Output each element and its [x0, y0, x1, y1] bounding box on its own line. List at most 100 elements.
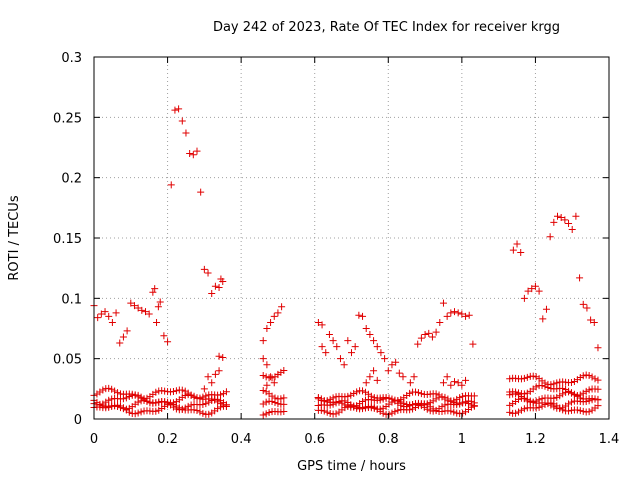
data-point: [268, 374, 276, 382]
data-point: [153, 318, 161, 326]
y-tick-label: 0.1: [61, 292, 82, 307]
data-point: [277, 395, 285, 403]
data-point: [520, 390, 528, 398]
data-point: [280, 366, 288, 374]
data-point: [151, 285, 159, 293]
data-point: [215, 367, 223, 375]
data-point: [513, 240, 521, 248]
data-point: [410, 373, 418, 381]
data-point: [175, 105, 183, 113]
data-point: [189, 151, 197, 159]
data-point: [506, 401, 514, 409]
x-tick-label: 0.6: [304, 432, 325, 447]
data-point: [579, 407, 587, 415]
data-point: [576, 374, 584, 382]
data-point: [130, 302, 138, 310]
data-point: [462, 312, 470, 320]
data-point: [134, 409, 142, 417]
data-point: [152, 399, 160, 407]
data-point: [462, 399, 470, 407]
data-point: [190, 393, 198, 401]
data-point: [320, 407, 328, 415]
data-point: [381, 355, 389, 363]
data-point: [366, 331, 374, 339]
data-point: [370, 404, 378, 412]
data-point: [379, 404, 387, 412]
data-point: [200, 385, 208, 393]
data-point: [131, 410, 139, 418]
data-point: [202, 392, 210, 400]
data-point: [529, 398, 537, 406]
data-point: [217, 391, 225, 399]
data-point: [447, 381, 455, 389]
data-point: [96, 401, 104, 409]
data-point: [576, 407, 584, 415]
data-point: [362, 325, 370, 332]
data-point: [391, 408, 399, 416]
data-point: [267, 318, 275, 326]
data-point: [140, 395, 148, 403]
data-point: [263, 361, 271, 369]
x-tick-label: 0.4: [231, 432, 252, 447]
data-point: [219, 353, 227, 361]
data-point: [406, 379, 414, 387]
data-point: [568, 226, 576, 234]
data-point: [506, 375, 514, 383]
data-point: [353, 388, 361, 396]
data-point: [142, 308, 149, 316]
data-point: [184, 402, 192, 410]
data-point: [573, 406, 581, 414]
data-point: [453, 409, 461, 417]
data-point: [160, 332, 168, 340]
data-point: [271, 394, 279, 402]
data-point: [329, 337, 337, 345]
data-point: [423, 400, 431, 408]
data-point: [131, 391, 139, 399]
data-point: [211, 370, 219, 378]
data-point: [119, 333, 127, 341]
data-point: [340, 361, 348, 369]
data-point: [470, 402, 478, 410]
data-point: [406, 402, 414, 410]
data-point: [105, 312, 113, 320]
data-point: [323, 408, 331, 416]
data-point: [326, 395, 334, 403]
data-point: [359, 312, 367, 320]
data-point: [145, 310, 153, 318]
data-point: [355, 311, 363, 319]
data-point: [329, 394, 337, 402]
data-point: [116, 339, 124, 347]
data-point: [394, 406, 402, 414]
data-point: [528, 285, 536, 293]
x-tick-label: 0.8: [378, 432, 399, 447]
grid: [94, 57, 609, 419]
data-point: [112, 309, 120, 317]
data-point: [462, 376, 470, 384]
data-point: [169, 399, 177, 407]
data-point: [259, 387, 267, 395]
data-point: [262, 373, 270, 381]
data-point: [111, 387, 119, 395]
axis-ticks: 0 0.2 0.4 0.6 0.8 1 1.2 1.4 0 0.05 0.1 0.15 0.2 0.25 0…: [53, 51, 619, 447]
data-point: [467, 401, 475, 409]
data-point: [547, 381, 555, 389]
data-point: [259, 355, 267, 363]
data-point: [123, 327, 131, 335]
data-point: [219, 390, 227, 398]
data-point: [196, 408, 204, 416]
data-point: [556, 405, 564, 413]
data-point: [280, 400, 288, 408]
data-point: [454, 379, 462, 387]
data-point: [350, 403, 358, 411]
data-point: [388, 409, 396, 417]
data-point: [557, 213, 565, 221]
data-point: [344, 337, 352, 345]
data-point: [451, 378, 458, 386]
data-point: [523, 397, 531, 405]
data-point: [547, 401, 555, 409]
data-point: [591, 375, 599, 383]
data-point: [263, 325, 271, 332]
data-point: [122, 405, 130, 413]
data-point: [317, 397, 325, 405]
data-point: [367, 392, 375, 400]
